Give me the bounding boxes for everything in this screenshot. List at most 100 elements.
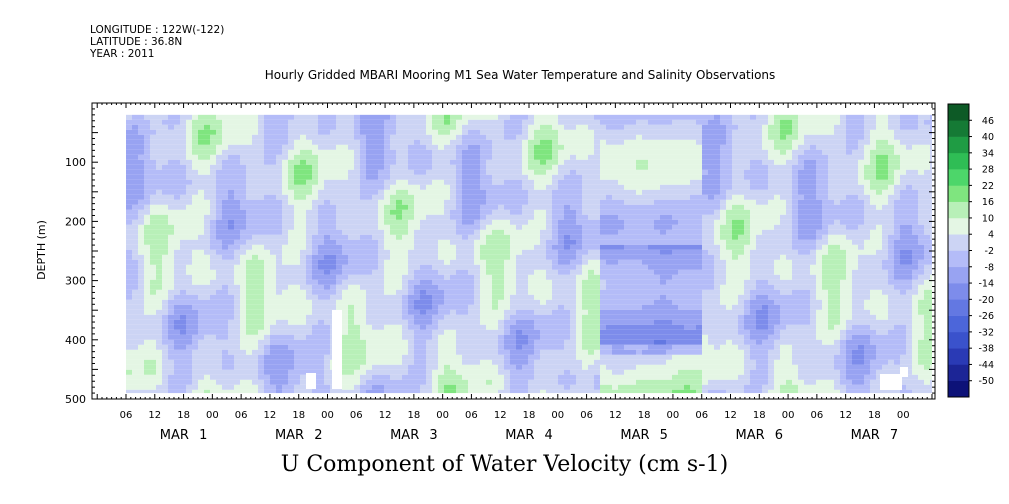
heatmap-cell <box>414 184 420 190</box>
heatmap-cell <box>456 234 462 240</box>
heatmap-cell <box>456 259 462 265</box>
heatmap-cell <box>342 199 348 205</box>
heatmap-cell <box>336 114 342 120</box>
heatmap-cell <box>210 204 216 210</box>
heatmap-cell <box>168 159 174 165</box>
heatmap-cell <box>204 364 210 370</box>
heatmap-cell <box>438 224 444 230</box>
heatmap-cell <box>570 129 576 135</box>
heatmap-cell <box>516 334 522 340</box>
heatmap-cell <box>366 324 372 330</box>
heatmap-cell <box>618 249 624 255</box>
heatmap-cell <box>426 234 432 240</box>
heatmap-cell <box>138 374 144 380</box>
heatmap-cell <box>348 184 354 190</box>
heatmap-cell <box>570 384 576 390</box>
heatmap-cell <box>564 279 570 285</box>
heatmap-cell <box>186 224 192 230</box>
heatmap-cell <box>618 254 624 260</box>
heatmap-cell <box>186 144 192 150</box>
heatmap-cell <box>258 309 264 315</box>
heatmap-cell <box>486 319 492 325</box>
heatmap-cell <box>144 139 150 145</box>
heatmap-cell <box>648 149 654 155</box>
heatmap-cell <box>564 249 570 255</box>
heatmap-cell <box>474 229 480 235</box>
heatmap-cell <box>378 134 384 140</box>
heatmap-cell <box>204 249 210 255</box>
heatmap-cell <box>444 209 450 215</box>
heatmap-cell <box>552 249 558 255</box>
heatmap-cell <box>276 249 282 255</box>
heatmap-cell <box>552 119 558 125</box>
heatmap-cell <box>612 294 618 300</box>
heatmap-cell <box>474 329 480 335</box>
heatmap-cell <box>534 239 540 245</box>
heatmap-cell <box>306 294 312 300</box>
heatmap-cell <box>168 364 174 370</box>
heatmap-cell <box>444 229 450 235</box>
heatmap-cell <box>462 204 468 210</box>
heatmap-cell <box>576 224 582 230</box>
heatmap-cell <box>150 264 156 270</box>
heatmap-cell <box>192 304 198 310</box>
heatmap-cell <box>138 319 144 325</box>
heatmap-cell <box>630 359 636 365</box>
heatmap-cell <box>294 349 300 355</box>
heatmap-cell <box>342 294 348 300</box>
heatmap-cell <box>432 204 438 210</box>
heatmap-cell <box>288 174 294 180</box>
heatmap-cell <box>600 224 606 230</box>
heatmap-cell <box>480 274 486 280</box>
heatmap-cell <box>186 269 192 275</box>
heatmap-cell <box>570 279 576 285</box>
heatmap-cell <box>258 199 264 205</box>
heatmap-cell <box>636 284 642 290</box>
heatmap-cell <box>360 344 366 350</box>
heatmap-cell <box>480 129 486 135</box>
heatmap-cell <box>522 274 528 280</box>
heatmap-cell <box>612 384 618 390</box>
heatmap-cell <box>612 379 618 385</box>
heatmap-cell <box>516 314 522 320</box>
heatmap-cell <box>210 164 216 170</box>
heatmap-cell <box>612 189 618 195</box>
heatmap-cell <box>336 234 342 240</box>
heatmap-cell <box>420 199 426 205</box>
heatmap-cell <box>192 339 198 345</box>
heatmap-cell <box>234 189 240 195</box>
heatmap-cell <box>360 219 366 225</box>
heatmap-cell <box>174 129 180 135</box>
heatmap-cell <box>600 374 606 380</box>
heatmap-cell <box>432 219 438 225</box>
heatmap-cell <box>576 279 582 285</box>
heatmap-cell <box>132 239 138 245</box>
heatmap-cell <box>642 324 648 330</box>
heatmap-cell <box>414 289 420 295</box>
heatmap-cell <box>582 244 588 250</box>
heatmap-cell <box>486 344 492 350</box>
heatmap-cell <box>198 129 204 135</box>
heatmap-cell <box>600 139 606 145</box>
heatmap-cell <box>210 139 216 145</box>
heatmap-cell <box>606 184 612 190</box>
heatmap-cell <box>330 294 336 300</box>
heatmap-cell <box>594 234 600 240</box>
heatmap-cell <box>132 234 138 240</box>
heatmap-cell <box>420 389 426 394</box>
heatmap-cell <box>198 144 204 150</box>
heatmap-cell <box>198 194 204 200</box>
heatmap-cell <box>192 359 198 365</box>
heatmap-cell <box>588 299 594 305</box>
heatmap-cell <box>516 189 522 195</box>
heatmap-cell <box>132 324 138 330</box>
heatmap-cell <box>558 309 564 315</box>
heatmap-cell <box>636 289 642 295</box>
heatmap-cell <box>234 194 240 200</box>
heatmap-cell <box>258 234 264 240</box>
heatmap-cell <box>306 274 312 280</box>
heatmap-cell <box>324 179 330 185</box>
heatmap-cell <box>300 339 306 345</box>
heatmap-cell <box>426 329 432 335</box>
heatmap-cell <box>252 369 258 375</box>
